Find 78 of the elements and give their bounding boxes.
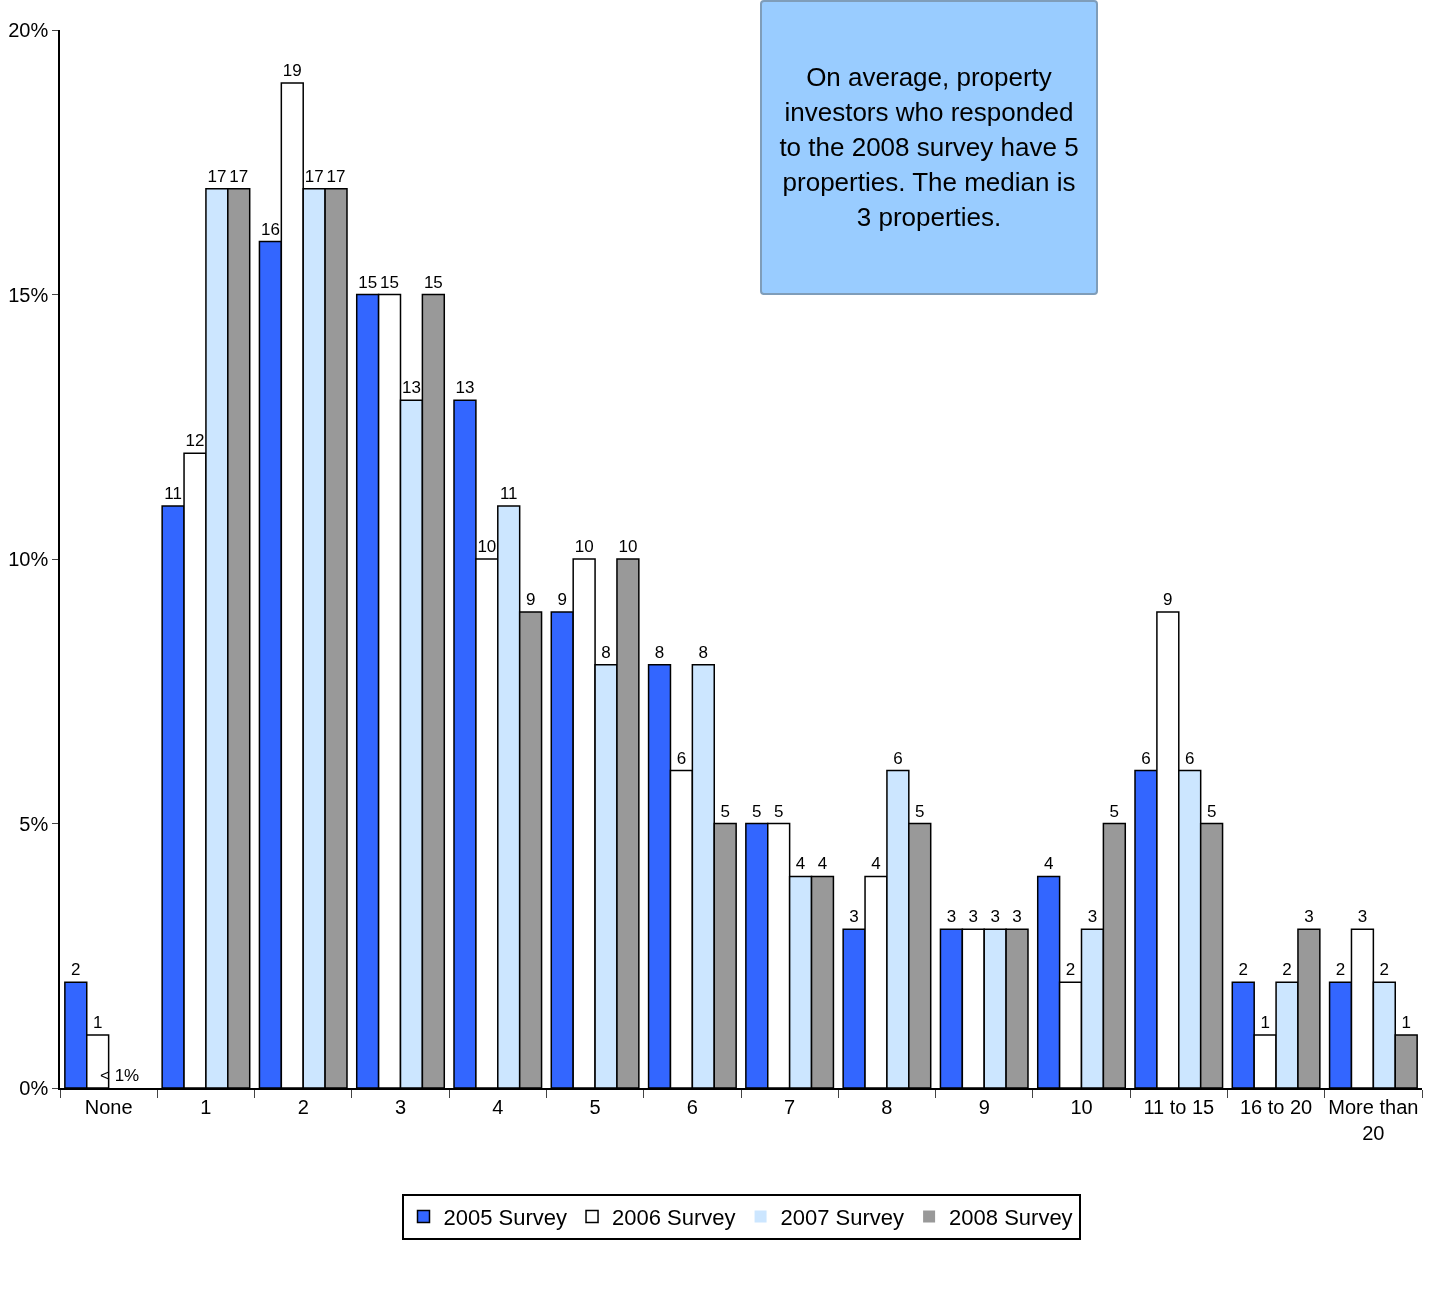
x-tick-label: 8 xyxy=(881,1095,893,1118)
data-label: 6 xyxy=(676,748,687,768)
data-label: 9 xyxy=(1163,589,1173,609)
data-label: 5 xyxy=(720,801,730,821)
data-label: 17 xyxy=(326,166,346,186)
data-label: 5 xyxy=(773,801,784,821)
data-label: 2 xyxy=(71,960,81,980)
data-label: 2 xyxy=(1379,960,1390,980)
data-label: 11 xyxy=(164,484,182,504)
x-tick-label: 1 xyxy=(200,1095,212,1118)
x-tick-label: 11 to 15 xyxy=(1143,1095,1215,1118)
data-label: 5 xyxy=(1206,801,1217,821)
data-label: 1 xyxy=(1260,1013,1270,1033)
y-tick-label: 10% xyxy=(8,548,49,570)
data-label: 3 xyxy=(946,907,957,927)
y-tick-label: 5% xyxy=(19,812,49,835)
data-label: 15 xyxy=(358,272,378,292)
data-label: 17 xyxy=(229,166,249,186)
data-label: 5 xyxy=(752,801,762,821)
data-label: 6 xyxy=(1141,748,1151,768)
data-label: 19 xyxy=(282,60,302,80)
data-label: 8 xyxy=(654,642,665,662)
data-label: 3 xyxy=(849,907,859,927)
data-label: 3 xyxy=(968,907,978,927)
data-label: 6 xyxy=(1185,748,1195,768)
y-tick-label: 0% xyxy=(19,1077,49,1099)
annotation: On average, property investors who responded to the 2008 survey have 5 properties. The median is 3 properties. xyxy=(778,60,1080,235)
x-tick-label: 7 xyxy=(784,1095,796,1118)
x-tick-label: 3 xyxy=(394,1095,407,1118)
legend-label: 2007 Survey xyxy=(780,1205,905,1231)
data-label: 3 xyxy=(1087,907,1098,927)
data-label: 9 xyxy=(557,589,567,609)
data-label: 13 xyxy=(401,378,421,398)
data-label: 6 xyxy=(893,748,903,768)
data-label: 4 xyxy=(871,854,881,874)
data-label: 2 xyxy=(1335,960,1346,980)
y-tick-label: 15% xyxy=(8,283,49,306)
data-label: 8 xyxy=(698,642,709,662)
x-tick-label: 4 xyxy=(492,1095,504,1118)
x-tick-label: More than 20 xyxy=(1328,1095,1419,1144)
data-label: 4 xyxy=(1043,854,1054,874)
x-tick-label: 2 xyxy=(297,1095,309,1118)
data-label: 2 xyxy=(1065,960,1076,980)
x-tick-label: 10 xyxy=(1070,1095,1093,1118)
data-label: 11 xyxy=(499,484,518,504)
data-label: 4 xyxy=(817,854,828,874)
data-label: 3 xyxy=(1357,907,1368,927)
data-label: 3 xyxy=(1012,907,1022,927)
data-label: 1 xyxy=(1401,1013,1411,1033)
legend-label: 2005 Survey xyxy=(443,1205,568,1231)
data-label: 3 xyxy=(1304,907,1314,927)
data-label: 16 xyxy=(260,219,280,239)
y-tick-label: 20% xyxy=(8,19,49,41)
x-tick-label: 9 xyxy=(978,1095,990,1118)
data-label: 9 xyxy=(525,589,536,609)
x-tick-label: 16 to 20 xyxy=(1239,1095,1313,1118)
data-label: 13 xyxy=(455,378,475,398)
data-label: 5 xyxy=(915,801,925,821)
data-label: 4 xyxy=(795,854,806,874)
data-label: 17 xyxy=(207,166,227,186)
data-label: 10 xyxy=(618,537,638,556)
data-label: 1 xyxy=(92,1013,103,1033)
data-label: 15 xyxy=(423,272,443,292)
data-label: 2 xyxy=(1282,960,1292,980)
data-label: 8 xyxy=(601,642,611,662)
data-label: 15 xyxy=(380,272,400,292)
data-label: 17 xyxy=(304,166,324,186)
data-label: 10 xyxy=(477,537,497,556)
data-label: 12 xyxy=(185,431,205,451)
x-tick-label: None xyxy=(84,1095,133,1118)
x-tick-label: 6 xyxy=(686,1095,698,1118)
legend-label: 2008 Survey xyxy=(949,1205,1073,1231)
data-label: 2 xyxy=(1238,960,1248,980)
data-label: 10 xyxy=(574,537,594,556)
data-label: 5 xyxy=(1109,801,1120,821)
legend-label: 2006 Survey xyxy=(612,1205,736,1231)
data-label: 3 xyxy=(990,907,1000,927)
x-tick-label: 5 xyxy=(589,1095,601,1118)
